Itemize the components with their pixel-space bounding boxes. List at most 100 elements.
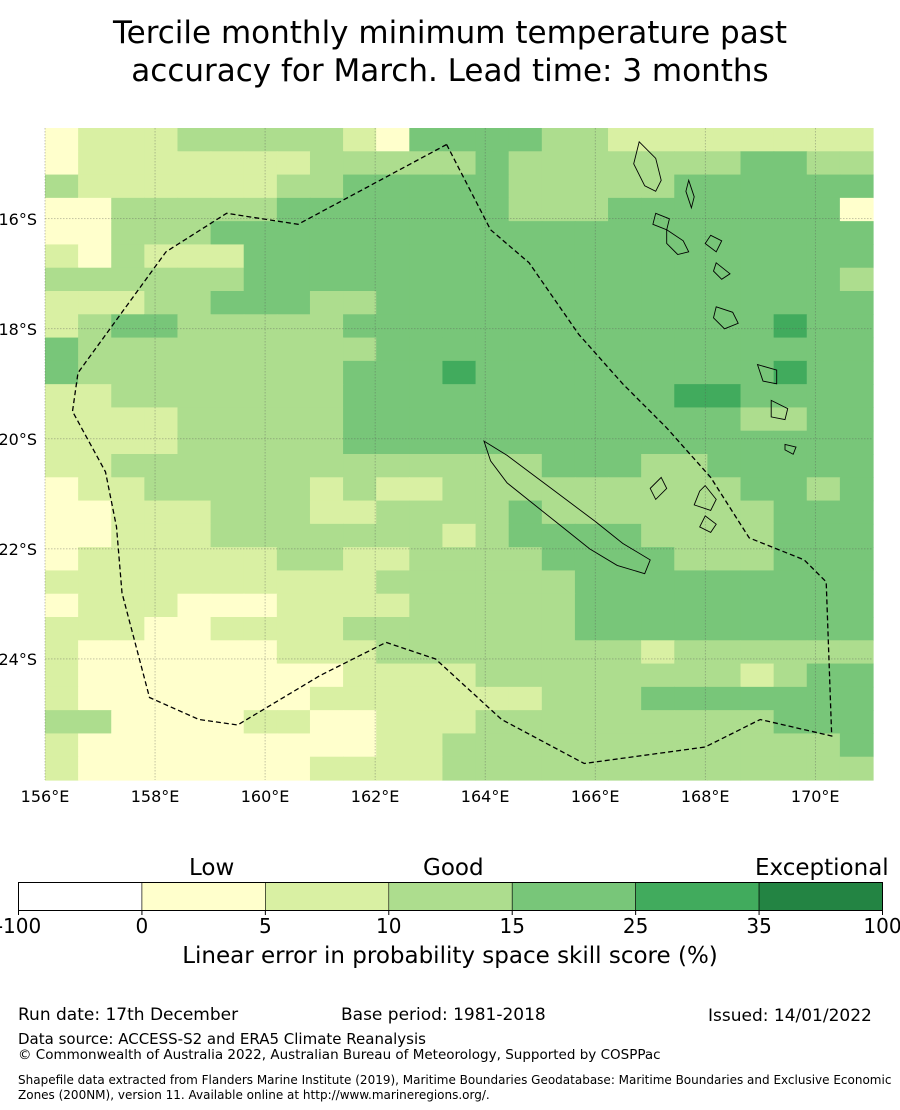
grid-cell [839,640,874,665]
grid-cell [45,128,79,152]
grid-cell [177,663,212,688]
grid-cell [442,267,477,292]
grid-cell [641,221,675,246]
grid-cell [806,267,841,292]
grid-cell [674,314,708,339]
grid-cell [608,197,642,222]
grid-cell [707,384,742,409]
grid-cell [111,128,145,152]
island-coastline [704,234,723,253]
grid-cell [806,617,841,641]
grid-cell [409,617,444,641]
grid-cell [111,617,145,641]
grid-cell [707,593,742,618]
grid-cell [839,337,874,362]
grid-cell [376,617,410,641]
grid-cell [309,314,344,339]
grid-cell [309,151,344,176]
colorbar-tick-label: 15 [499,914,524,938]
grid-cell [78,197,112,222]
grid-cell [276,593,311,618]
grid-cell [343,384,377,409]
grid-cell [608,151,642,176]
grid-cell [276,244,311,269]
grid-cell [111,454,145,478]
grid-cell [707,221,742,246]
grid-cell [839,477,874,502]
grid-cell [806,384,841,409]
longitude-tick-label: 162°E [351,787,400,806]
grid-cell [210,686,245,711]
grid-cell [773,733,808,758]
grid-cell [508,547,543,572]
grid-cell [78,593,112,618]
grid-cell [508,244,543,269]
grid-cell [177,291,212,315]
grid-cell [442,430,477,455]
grid-cell [111,221,145,246]
grid-cell [144,314,179,339]
grid-cell [707,337,742,362]
grid-cell [508,663,543,688]
grid-cell [475,593,510,618]
grid-cell [508,523,543,548]
grid-cell [376,174,410,199]
grid-cell [442,593,477,618]
grid-cell [641,244,675,269]
grid-cell [144,197,179,222]
grid-cell [45,686,79,711]
run-date: Run date: 17th December [18,1005,239,1025]
grid-cell [243,523,278,548]
grid-cell [541,663,576,688]
grid-cell [773,337,808,362]
grid-cell [243,663,278,688]
grid-cell [707,477,742,502]
grid-cell [541,360,576,385]
grid-cell [210,197,245,222]
grid-cell [508,756,543,781]
category-good-label: Good [423,855,484,881]
grid-cell [210,593,245,618]
grid-cell [442,128,477,152]
grid-cell [243,570,278,595]
grid-cell [475,151,510,176]
grid-cell [839,174,874,199]
grid-cell [508,151,543,176]
grid-cell [309,686,344,711]
grid-cell [541,384,576,409]
grid-cell [442,454,477,478]
grid-cell [276,756,311,781]
grid-cell [409,360,444,385]
grid-cell [210,733,245,758]
grid-cell [674,454,708,478]
grid-cell [806,174,841,199]
grid-cell [78,663,112,688]
colorbar-tick-label: -100 [0,914,41,938]
grid-cell [309,407,344,432]
colorbar-segment [18,882,143,911]
grid-cell [442,640,477,665]
grid-cell [574,686,609,711]
grid-cell [243,430,278,455]
grid-cell [144,523,179,548]
grid-cell [574,407,609,432]
grid-cell [641,151,675,176]
colorbar-tick-label: 100 [863,914,900,938]
grid-cell [376,547,410,572]
grid-cell [210,454,245,478]
grid-cell [343,733,377,758]
grid-cell [574,291,609,315]
grid-cell [475,291,510,315]
grid-cell [707,640,742,665]
grid-cell [641,267,675,292]
colorbar-tick-label: 5 [259,914,272,938]
grid-cell [276,500,311,525]
grid-cell [574,570,609,595]
grid-cell [674,291,708,315]
grid-cell [574,640,609,665]
colorbar-segment [388,882,513,911]
grid-cell [773,756,808,781]
grid-cell [45,291,79,315]
grid-cell [78,314,112,339]
grid-cell [376,337,410,362]
